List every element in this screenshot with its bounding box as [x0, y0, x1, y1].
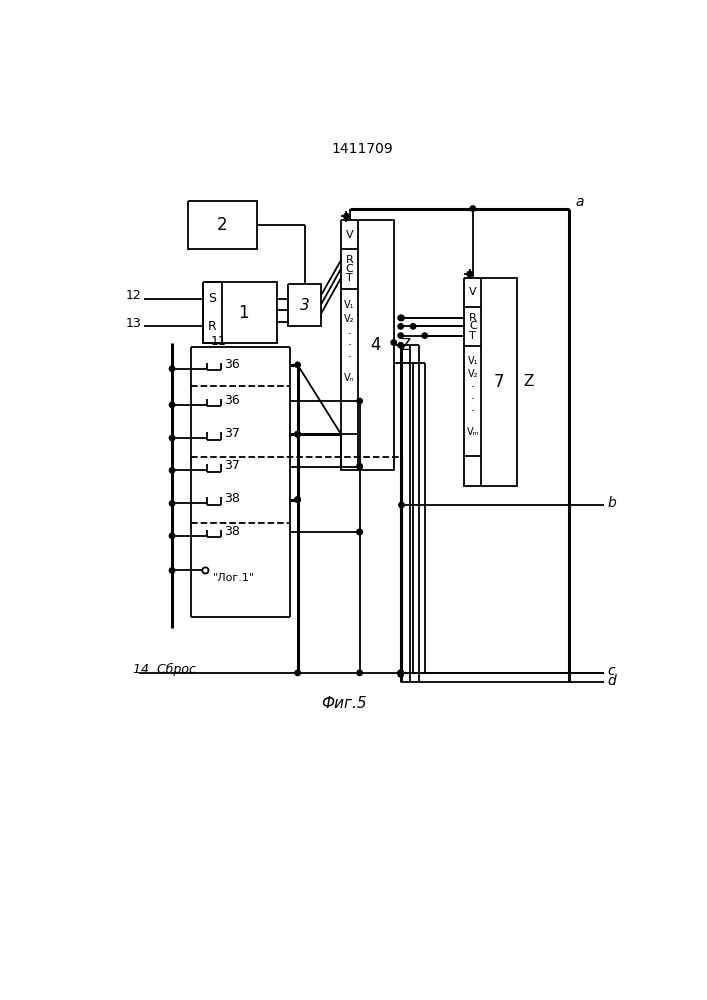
Circle shape: [399, 502, 404, 508]
Circle shape: [344, 214, 349, 219]
Circle shape: [295, 431, 300, 437]
Text: 38: 38: [224, 492, 240, 505]
Circle shape: [398, 672, 404, 677]
Text: ·: ·: [348, 328, 351, 341]
Text: 36: 36: [224, 358, 240, 371]
Circle shape: [410, 324, 416, 329]
Text: 13: 13: [125, 317, 141, 330]
Text: ·: ·: [348, 339, 351, 352]
Text: R: R: [469, 313, 477, 323]
Circle shape: [398, 343, 404, 348]
Circle shape: [391, 340, 397, 345]
Text: a: a: [575, 195, 583, 209]
Text: V₂: V₂: [344, 314, 355, 324]
Text: d: d: [607, 674, 617, 688]
Text: ·: ·: [471, 381, 475, 394]
Text: 2: 2: [217, 216, 228, 234]
Text: 14  Сброс: 14 Сброс: [134, 663, 197, 676]
Text: S: S: [209, 292, 216, 305]
Circle shape: [170, 366, 175, 371]
Circle shape: [357, 670, 363, 676]
Circle shape: [170, 501, 175, 506]
Text: 12: 12: [125, 289, 141, 302]
Circle shape: [398, 315, 404, 321]
Text: 1411709: 1411709: [332, 142, 394, 156]
Text: 37: 37: [224, 427, 240, 440]
Circle shape: [170, 568, 175, 573]
Circle shape: [357, 464, 363, 469]
Text: 36: 36: [224, 394, 240, 407]
Text: R: R: [346, 255, 354, 265]
Circle shape: [398, 324, 404, 329]
Circle shape: [398, 670, 404, 676]
Circle shape: [470, 206, 476, 211]
Text: C: C: [469, 321, 477, 331]
Text: ·: ·: [471, 393, 475, 406]
Text: T: T: [346, 273, 353, 283]
Circle shape: [170, 435, 175, 441]
Text: 3: 3: [300, 298, 310, 313]
Text: C: C: [346, 264, 354, 274]
Circle shape: [295, 497, 300, 502]
Circle shape: [170, 468, 175, 473]
Text: 38: 38: [224, 525, 240, 538]
Circle shape: [357, 529, 363, 535]
Circle shape: [295, 670, 300, 676]
Circle shape: [422, 333, 428, 338]
Text: Фиг.5: Фиг.5: [321, 696, 367, 711]
Circle shape: [295, 497, 300, 502]
Text: 37: 37: [224, 459, 240, 472]
Text: Z: Z: [523, 374, 534, 389]
Circle shape: [467, 271, 472, 277]
Circle shape: [357, 398, 363, 404]
Text: Vₙ: Vₙ: [344, 373, 355, 383]
Text: Vₘ: Vₘ: [467, 427, 479, 437]
Text: c: c: [607, 664, 615, 678]
Text: 11: 11: [211, 335, 226, 348]
Circle shape: [295, 362, 300, 368]
Text: R: R: [208, 320, 217, 333]
Text: ·: ·: [348, 351, 351, 364]
Text: 1: 1: [238, 304, 249, 322]
Text: b: b: [607, 496, 617, 510]
Text: V₁: V₁: [467, 356, 478, 366]
Text: V: V: [346, 230, 354, 240]
Text: V₂: V₂: [467, 369, 478, 379]
Text: 7: 7: [494, 373, 504, 391]
Text: 4: 4: [370, 336, 381, 354]
Text: T: T: [469, 331, 476, 341]
Circle shape: [357, 464, 363, 469]
Circle shape: [295, 431, 300, 437]
Circle shape: [399, 315, 404, 321]
Circle shape: [170, 402, 175, 408]
Text: "Лог.1": "Лог.1": [213, 573, 255, 583]
Text: V: V: [469, 287, 477, 297]
Circle shape: [170, 533, 175, 538]
Circle shape: [398, 333, 404, 338]
Text: V₁: V₁: [344, 300, 355, 310]
Text: Z: Z: [400, 338, 411, 353]
Circle shape: [398, 670, 404, 676]
Text: ·: ·: [471, 405, 475, 418]
Circle shape: [357, 529, 363, 535]
